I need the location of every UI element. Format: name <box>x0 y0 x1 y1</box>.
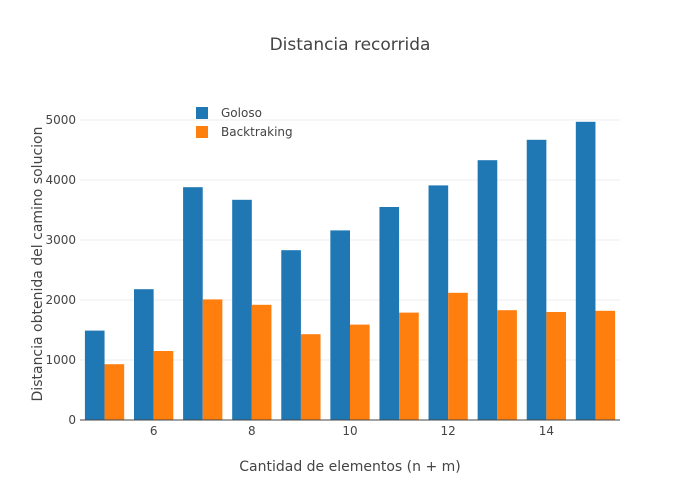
bar-backtraking[interactable] <box>153 351 174 420</box>
bar-goloso[interactable] <box>232 199 252 420</box>
bar-goloso[interactable] <box>575 121 596 421</box>
bars <box>84 121 616 421</box>
bar-backtraking[interactable] <box>497 310 517 420</box>
legend-swatch-goloso[interactable] <box>196 107 208 119</box>
x-tick-label: 10 <box>342 424 357 438</box>
bar-goloso[interactable] <box>477 160 498 420</box>
bar-backtraking[interactable] <box>595 310 616 420</box>
x-tick-label: 14 <box>539 424 554 438</box>
x-axis-title: Cantidad de elementos (n + m) <box>239 459 460 475</box>
y-tick-label: 3000 <box>45 233 76 247</box>
y-tick-label: 0 <box>68 413 76 427</box>
legend-label-backtraking[interactable]: Backtraking <box>221 125 293 139</box>
y-tick-label: 2000 <box>45 293 76 307</box>
y-tick-label: 1000 <box>45 353 76 367</box>
bar-goloso[interactable] <box>183 187 203 420</box>
legend-swatch-backtraking[interactable] <box>196 126 208 138</box>
bar-goloso[interactable] <box>428 185 449 420</box>
legend[interactable]: Goloso Backtraking <box>196 106 293 139</box>
y-tick-label: 5000 <box>45 113 76 127</box>
bar-backtraking[interactable] <box>300 334 321 420</box>
bar-goloso[interactable] <box>134 289 154 420</box>
y-tick-label: 4000 <box>45 173 76 187</box>
bar-backtraking[interactable] <box>448 292 468 420</box>
bar-goloso[interactable] <box>379 207 400 420</box>
legend-label-goloso[interactable]: Goloso <box>221 106 262 120</box>
chart-title: Distancia recorrida <box>270 35 431 55</box>
bar-backtraking[interactable] <box>202 299 223 420</box>
x-tick-label: 6 <box>150 424 158 438</box>
bar-backtraking[interactable] <box>251 304 272 420</box>
bar-goloso[interactable] <box>330 230 350 420</box>
bar-goloso[interactable] <box>281 250 301 420</box>
x-tick-label: 8 <box>248 424 256 438</box>
bar-backtraking[interactable] <box>350 324 370 420</box>
bar-goloso[interactable] <box>84 330 105 420</box>
axes: 0 1000 2000 3000 4000 5000 6 8 10 12 14 <box>45 113 620 438</box>
bar-backtraking[interactable] <box>399 312 419 420</box>
x-tick-label: 12 <box>441 424 456 438</box>
bar-backtraking[interactable] <box>104 364 125 420</box>
bar-backtraking[interactable] <box>546 312 566 420</box>
bar-goloso[interactable] <box>526 139 547 421</box>
y-axis-title: Distancia obtenida del camino solucion <box>30 127 46 402</box>
